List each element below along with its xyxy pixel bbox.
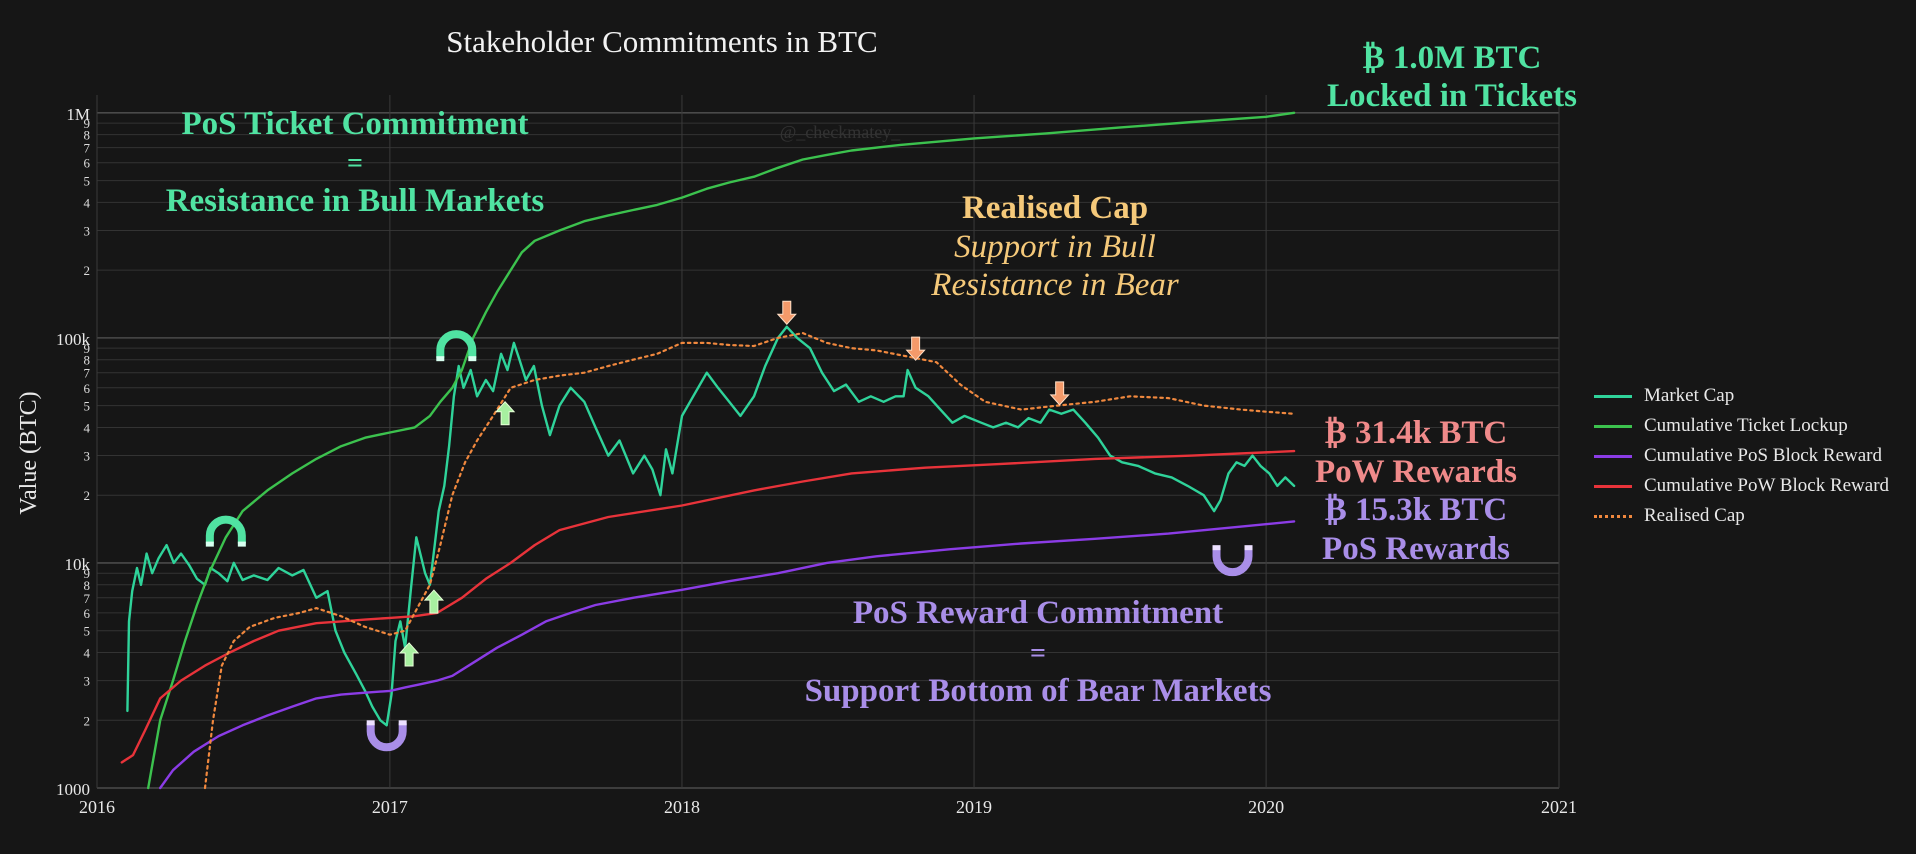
y-minor-tick-label: 7 bbox=[84, 591, 91, 606]
y-minor-tick-label: 2 bbox=[84, 263, 91, 278]
x-tick-label: 2020 bbox=[1248, 797, 1284, 817]
x-tick-label: 2016 bbox=[79, 797, 115, 817]
series-layer bbox=[120, 111, 1296, 790]
chart-title: Stakeholder Commitments in BTC bbox=[446, 24, 877, 59]
y-minor-tick-label: 2 bbox=[84, 713, 91, 728]
down-arrow-icon bbox=[905, 336, 926, 361]
legend-item[interactable]: Cumulative PoS Block Reward bbox=[1594, 441, 1889, 471]
annotation-realised-cap-line: Realised Cap bbox=[962, 190, 1148, 226]
legend-label: Cumulative PoW Block Reward bbox=[1644, 475, 1890, 496]
y-axis-label: Value (BTC) bbox=[16, 391, 42, 514]
grid bbox=[96, 95, 1560, 789]
y-minor-tick-label: 6 bbox=[84, 156, 91, 171]
x-tick-label: 2018 bbox=[664, 797, 700, 817]
y-minor-tick-label: 9 bbox=[84, 341, 91, 356]
legend-swatch bbox=[1594, 394, 1632, 398]
y-minor-tick-label: 8 bbox=[84, 578, 91, 593]
annotation-ticket-commitment-line: = bbox=[347, 148, 363, 179]
resistance-magnet-icon bbox=[205, 515, 246, 547]
annotation-reward-commitment-line: Support Bottom of Bear Markets bbox=[805, 673, 1272, 709]
y-minor-tick-label: 8 bbox=[84, 353, 91, 368]
up-arrow-icon bbox=[398, 642, 420, 667]
y-minor-tick-label: 5 bbox=[84, 174, 91, 189]
markers-layer bbox=[205, 300, 1253, 752]
legend-label: Cumulative PoS Block Reward bbox=[1644, 445, 1883, 466]
y-minor-tick-label: 5 bbox=[84, 399, 91, 414]
annotation-reward-commitment-line: PoS Reward Commitment bbox=[853, 595, 1223, 631]
down-arrow-icon bbox=[1049, 381, 1070, 406]
y-tick-label: 100k bbox=[56, 330, 91, 349]
y-minor-tick-label: 3 bbox=[84, 223, 91, 238]
y-minor-tick-label: 5 bbox=[84, 624, 91, 639]
annotation-pow-rewards-line: ₿ 31.4k BTC bbox=[1325, 415, 1507, 451]
y-tick-label: 10k bbox=[65, 555, 91, 574]
y-minor-tick-label: 7 bbox=[84, 366, 91, 381]
y-minor-tick-label: 4 bbox=[84, 646, 91, 661]
legend: Market Cap Cumulative Ticket Lockup Cumula… bbox=[1594, 381, 1889, 531]
annotation-reward-commitment-line: = bbox=[1030, 638, 1046, 669]
y-tick-label: 1000 bbox=[56, 780, 90, 799]
y-minor-tick-label: 2 bbox=[84, 488, 91, 503]
support-magnet-icon bbox=[1212, 545, 1253, 577]
y-minor-tick-label: 9 bbox=[84, 116, 91, 131]
y-minor-tick-label: 9 bbox=[84, 566, 91, 581]
legend-swatch bbox=[1594, 454, 1632, 458]
y-minor-tick-label: 8 bbox=[84, 128, 91, 143]
series-line-cumulative-pow-block-reward bbox=[120, 449, 1296, 764]
legend-item[interactable]: Market Cap bbox=[1594, 381, 1889, 411]
x-tick-label: 2019 bbox=[956, 797, 992, 817]
legend-item[interactable]: Realised Cap bbox=[1594, 501, 1889, 531]
up-arrow-icon bbox=[423, 589, 445, 614]
legend-label: Market Cap bbox=[1644, 385, 1735, 406]
legend-label: Cumulative Ticket Lockup bbox=[1644, 415, 1848, 436]
up-arrow-icon bbox=[494, 401, 516, 426]
annotation-pos-rewards-line: PoS Rewards bbox=[1322, 531, 1510, 567]
down-arrow-icon bbox=[776, 300, 797, 325]
annotations-layer: PoS Ticket Commitment = Resistance in Bull… bbox=[166, 40, 1577, 709]
series-line-cumulative-ticket-lockup bbox=[147, 111, 1296, 790]
x-tick-label: 2017 bbox=[372, 797, 408, 817]
annotation-ticket-commitment-line: PoS Ticket Commitment bbox=[181, 106, 528, 142]
series-line-cumulative-pos-block-reward bbox=[159, 520, 1296, 790]
legend-item[interactable]: Cumulative PoW Block Reward bbox=[1594, 471, 1889, 501]
series-line-market-cap bbox=[126, 325, 1296, 727]
annotation-pos-rewards-line: ₿ 15.3k BTC bbox=[1325, 492, 1507, 528]
y-minor-tick-label: 4 bbox=[84, 420, 91, 435]
axes: 10002345678910k23456789100k234567891M201… bbox=[56, 105, 1577, 817]
legend-item[interactable]: Cumulative Ticket Lockup bbox=[1594, 411, 1889, 441]
annotation-ticket-commitment-line: Resistance in Bull Markets bbox=[166, 183, 545, 219]
y-minor-tick-label: 3 bbox=[84, 449, 91, 464]
y-minor-tick-label: 7 bbox=[84, 141, 91, 156]
annotation-pow-rewards-line: PoW Rewards bbox=[1315, 454, 1517, 490]
support-magnet-icon bbox=[366, 720, 407, 752]
series-line-realised-cap bbox=[203, 332, 1296, 790]
x-tick-label: 2021 bbox=[1541, 797, 1577, 817]
resistance-magnet-icon bbox=[436, 330, 477, 362]
y-minor-tick-label: 4 bbox=[84, 195, 91, 210]
legend-swatch bbox=[1594, 514, 1632, 518]
y-minor-tick-label: 6 bbox=[84, 606, 91, 621]
y-tick-label: 1M bbox=[66, 105, 90, 124]
annotation-locked-tickets-line: ₿ 1.0M BTC bbox=[1363, 40, 1542, 76]
legend-swatch bbox=[1594, 424, 1632, 428]
y-minor-tick-label: 3 bbox=[84, 674, 91, 689]
y-minor-tick-label: 6 bbox=[84, 381, 91, 396]
legend-swatch bbox=[1594, 484, 1632, 488]
legend-label: Realised Cap bbox=[1644, 505, 1745, 526]
annotation-realised-cap-line: Resistance in Bear bbox=[930, 267, 1179, 303]
watermark: @_checkmatey_ bbox=[780, 122, 902, 142]
annotation-locked-tickets-line: Locked in Tickets bbox=[1327, 78, 1577, 114]
annotation-realised-cap-line: Support in Bull bbox=[954, 229, 1156, 265]
